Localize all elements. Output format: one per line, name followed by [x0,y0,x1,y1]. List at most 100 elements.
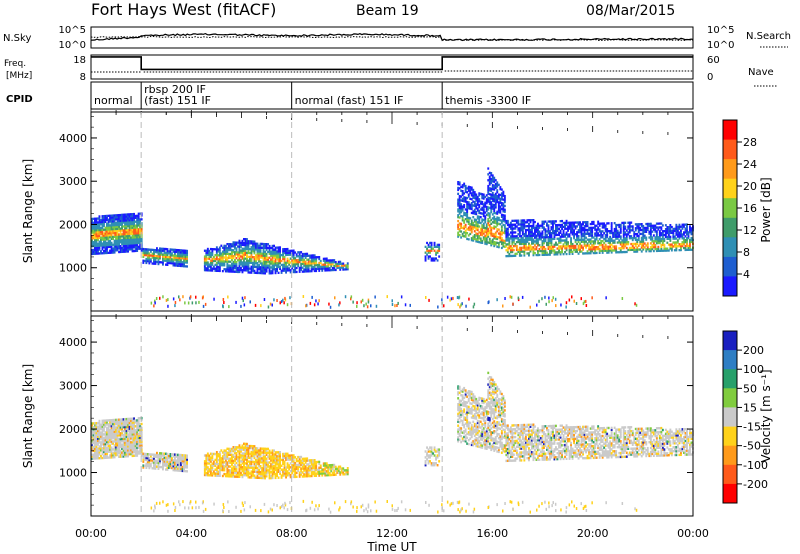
velocity-cell [106,429,108,432]
velocity-cell [139,426,142,430]
power-cell [137,228,140,231]
power-cell [273,254,275,257]
power-cell [502,216,505,219]
power-cell [116,219,119,223]
velocity-cell [128,445,131,448]
velocity-cell [106,450,108,453]
power-cell [229,266,232,269]
power-cell [472,239,475,242]
velocity-cell [171,459,173,462]
power-cell [472,192,475,195]
power-cell [612,231,615,235]
power-cell [660,247,663,250]
power-cell [636,242,639,245]
velocity-cell [146,464,149,468]
power-cell [337,264,340,267]
power-cell [304,254,307,257]
power-cell [670,225,673,229]
power-cell [628,221,631,224]
velocity-cell [177,457,179,460]
power-cell [562,239,565,242]
power-cell [514,235,517,238]
velocity-cell [107,442,110,446]
velocity-cell [106,454,108,457]
power-cell [124,248,126,251]
power-cell [322,257,325,260]
velocity-cell [115,436,117,439]
power-cell [523,219,526,222]
power-cell [472,237,475,240]
power-cell [318,257,321,261]
power-cell [482,222,485,225]
power-cell [464,188,467,192]
velocity-cell [101,452,104,456]
power-cell [496,224,499,227]
power-cell [301,252,304,256]
power-cell [212,255,215,259]
power-cell [286,247,289,251]
power-cell [103,240,105,243]
velocity-cell [124,423,126,427]
power-cell [124,238,126,242]
power-cell [134,247,137,251]
power-cell [310,268,313,271]
power-cell [119,217,122,220]
power-cell [168,259,170,263]
power-cell [463,227,466,230]
power-cell [580,240,583,243]
power-cell [110,218,113,221]
velocity-cell [175,469,178,472]
velocity-cell [186,466,188,469]
power-cell [249,242,251,245]
power-cell [221,252,224,255]
power-cell [639,242,642,245]
power-cell [115,235,117,238]
velocity-cell [168,464,170,467]
velocity-cell [206,458,209,461]
power-cell [476,217,479,220]
power-cell [531,219,533,222]
power-cell [206,249,209,252]
power-cell [218,269,221,273]
power-ylabel: Slant Range [km] [21,159,35,263]
velocity-cell [149,455,152,458]
power-cell [561,245,563,248]
power-cell [101,252,104,255]
power-cell [687,235,690,238]
power-cell [241,241,244,245]
power-cell [610,226,613,229]
power-cell [586,230,589,233]
freq-tick-bottom: 8 [80,72,86,83]
power-cell [675,243,678,246]
velocity-cell [107,434,110,438]
power-cell [92,248,95,252]
velocity-cell [122,437,125,441]
power-cell [494,235,497,238]
power-cell [467,205,470,208]
velocity-cell [211,454,214,458]
power-cell [121,250,123,253]
power-cell [547,224,550,227]
velocity-cell [131,439,134,442]
velocity-cell [128,441,131,444]
power-cell [280,271,283,274]
velocity-cell [94,429,96,433]
power-cell [246,267,248,270]
power-cell [125,248,128,251]
power-cell [206,257,209,260]
power-cell [520,225,523,228]
power-cell [171,258,173,261]
power-cell [675,233,678,236]
power-cell [559,241,562,244]
power-cell [316,265,319,269]
power-cell [302,295,305,298]
power-cell [309,270,312,273]
power-cell [283,257,286,261]
power-cell [658,226,661,229]
velocity-cell [104,454,107,457]
velocity-cell [160,456,163,459]
power-cell [597,222,600,225]
velocity-cell [113,438,116,441]
power-cell [488,177,491,180]
power-cell [262,260,265,263]
